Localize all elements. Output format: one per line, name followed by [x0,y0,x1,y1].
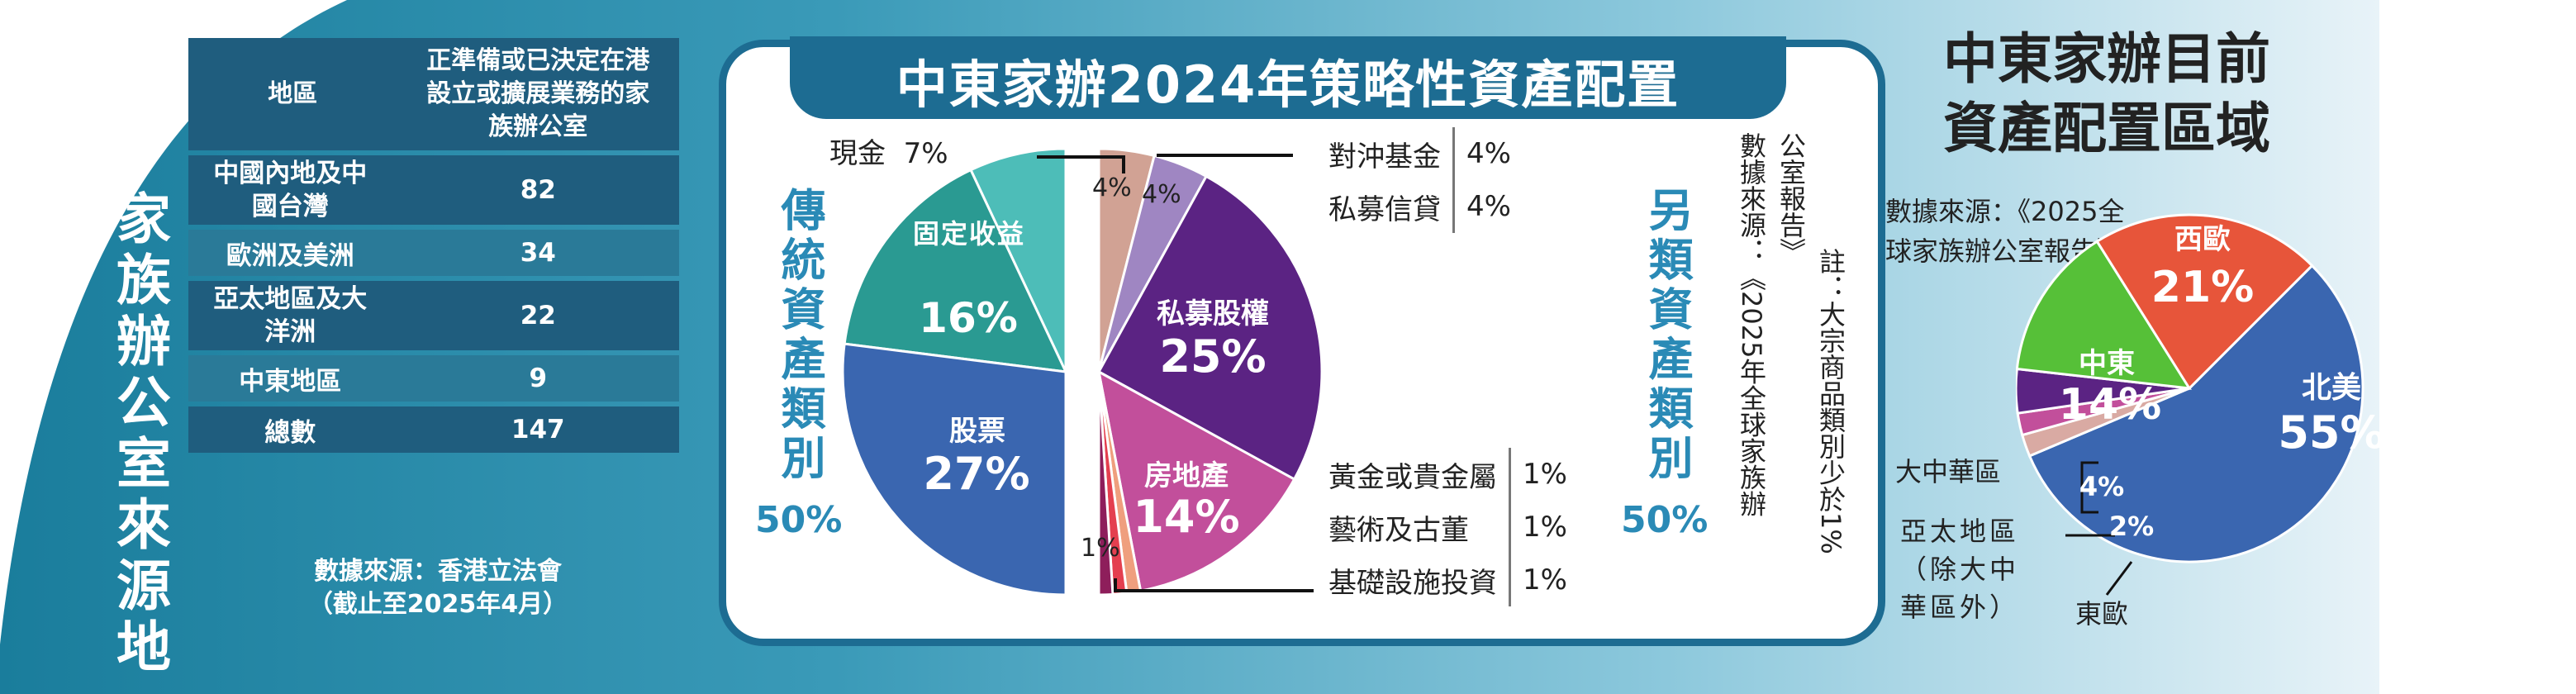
cash-label: 現金 7% [829,131,948,171]
hedge-fund-pct-label: 4% [1092,174,1132,202]
table-row-value: 82 [397,155,679,225]
leader-line [1114,578,1314,592]
table-row: 對沖基金 4% [1317,127,1523,180]
origin-source-line1: 數據來源：香港立法會 [314,557,562,586]
traditional-category-title: 傳統資產類別 [773,187,825,484]
pie-slice-alternative [1097,371,1115,597]
note-col-1: 註：大宗商品類別少於1% [1815,248,1846,554]
slice-pct-private-equity: 25% [1159,330,1267,383]
allocation-title: 中東家辦2024年策略性資產配置 [896,55,1680,115]
apac-label: 亞太地區（除大中華區外） [1900,516,2020,623]
alt-table-bottom: 黃金或貴金屬 1% 藝術及古董 1% 基礎設施投資 1% [1317,448,1579,606]
commodities-pct-label: 1% [1081,534,1120,563]
table-row: 私募信貸 4% [1317,180,1523,233]
table-row-region: 中國內地及中國台灣 [188,155,397,225]
leader-line [2080,461,2098,514]
alt-value: 4% [1452,180,1523,233]
pie-slice-traditional [841,342,1067,597]
region-title-line2: 資產配置區域 [1943,97,2270,160]
pie-slice-traditional [843,168,1068,373]
region-pie [2016,213,2365,596]
table-row-value: 34 [397,230,679,276]
slice-label-west-europe: 西歐 [2174,223,2231,256]
table-row-value: 9 [397,355,679,402]
pie-slice-alternative [1096,369,1296,592]
origin-source: 數據來源：香港立法會 （截止至2025年4月） [207,555,669,621]
region-title: 中東家辦目前 資產配置區域 [1900,25,2313,164]
cash-name: 現金 [829,137,886,170]
note-col-2: 公室報告》 [1775,132,1807,264]
slice-label-middle-east: 中東 [2079,347,2135,380]
table-header-region: 地區 [188,38,397,150]
cash-value: 7% [903,137,948,170]
origin-table: 地區 正準備或已決定在港設立或擴展業務的家族辦公室 中國內地及中國台灣 82 歐… [188,33,679,458]
slice-label-fixed-income: 固定收益 [907,216,1031,251]
alternative-category-title: 另類資產類別 [1641,187,1693,484]
table-row-total-value: 147 [397,406,679,453]
alt-value: 1% [1508,554,1579,606]
table-row: 基礎設施投資 1% [1317,554,1579,606]
slice-pct-greater-china: 4% [2079,471,2125,502]
region-pie-slice [2095,213,2314,391]
alt-name: 藝術及古董 [1328,513,1469,547]
region-pie-slice [2016,240,2192,390]
origin-title: 家族辦公室來源地 [107,190,171,679]
origin-source-line2: （截止至2025年4月） [307,590,568,619]
region-pie-slice [2027,264,2365,563]
table-header-count: 正準備或已決定在港設立或擴展業務的家族辦公室 [397,38,679,150]
alt-name: 對沖基金 [1328,140,1441,174]
table-row-value: 22 [397,281,679,350]
alt-value: 4% [1452,127,1523,180]
alt-name: 黃金或貴金屬 [1328,460,1497,494]
alt-name: 基礎設施投資 [1328,566,1497,600]
slice-pct-real-estate: 14% [1133,491,1240,543]
traditional-category-pct: 50% [755,499,843,541]
slice-label-private-equity: 私募股權 [1157,297,1269,330]
table-row: 黃金或貴金屬 1% [1317,448,1579,501]
table-row-region: 歐洲及美洲 [188,230,397,276]
pie-slice-alternative [1096,174,1324,482]
slice-pct-north-america: 55% [2278,406,2385,459]
alt-table-top: 對沖基金 4% 私募信貸 4% [1317,127,1523,233]
table-row-region: 亞太地區及大洋洲 [188,281,397,350]
note-col-3: 數據來源：《2025年全球家族辦 [1736,132,1767,517]
private-credit-pct-label: 4% [1142,180,1181,209]
alternative-category-pct: 50% [1621,499,1709,541]
table-row-region: 中東地區 [188,355,397,402]
alt-value: 1% [1508,448,1579,501]
table-row: 藝術及古董 1% [1317,501,1579,554]
slice-name: 固定收益 [912,218,1025,250]
region-title-line1: 中東家辦目前 [1943,27,2270,91]
slice-label-real-estate: 房地產 [1144,459,1229,492]
east-europe-label: 東歐 [2075,598,2129,630]
allocation-pie [841,147,1324,597]
leader-line [2105,561,2133,596]
alt-name: 私募信貸 [1328,193,1441,226]
slice-pct-apac: 2% [2108,511,2155,542]
greater-china-label: 大中華區 [1895,456,2002,487]
slice-pct-equities: 27% [923,448,1030,500]
alt-value: 1% [1508,501,1579,554]
allocation-title-bar [790,36,1786,119]
table-row-total-label: 總數 [188,406,397,453]
slice-pct-middle-east: 14% [2058,380,2162,430]
slice-pct-west-europe: 21% [2151,263,2255,312]
pie-slice-traditional [969,147,1067,373]
slice-label-equities: 股票 [949,415,1005,448]
slice-label-north-america: 北美 [2301,371,2361,405]
slice-pct-fixed-income: 16% [919,294,1018,342]
